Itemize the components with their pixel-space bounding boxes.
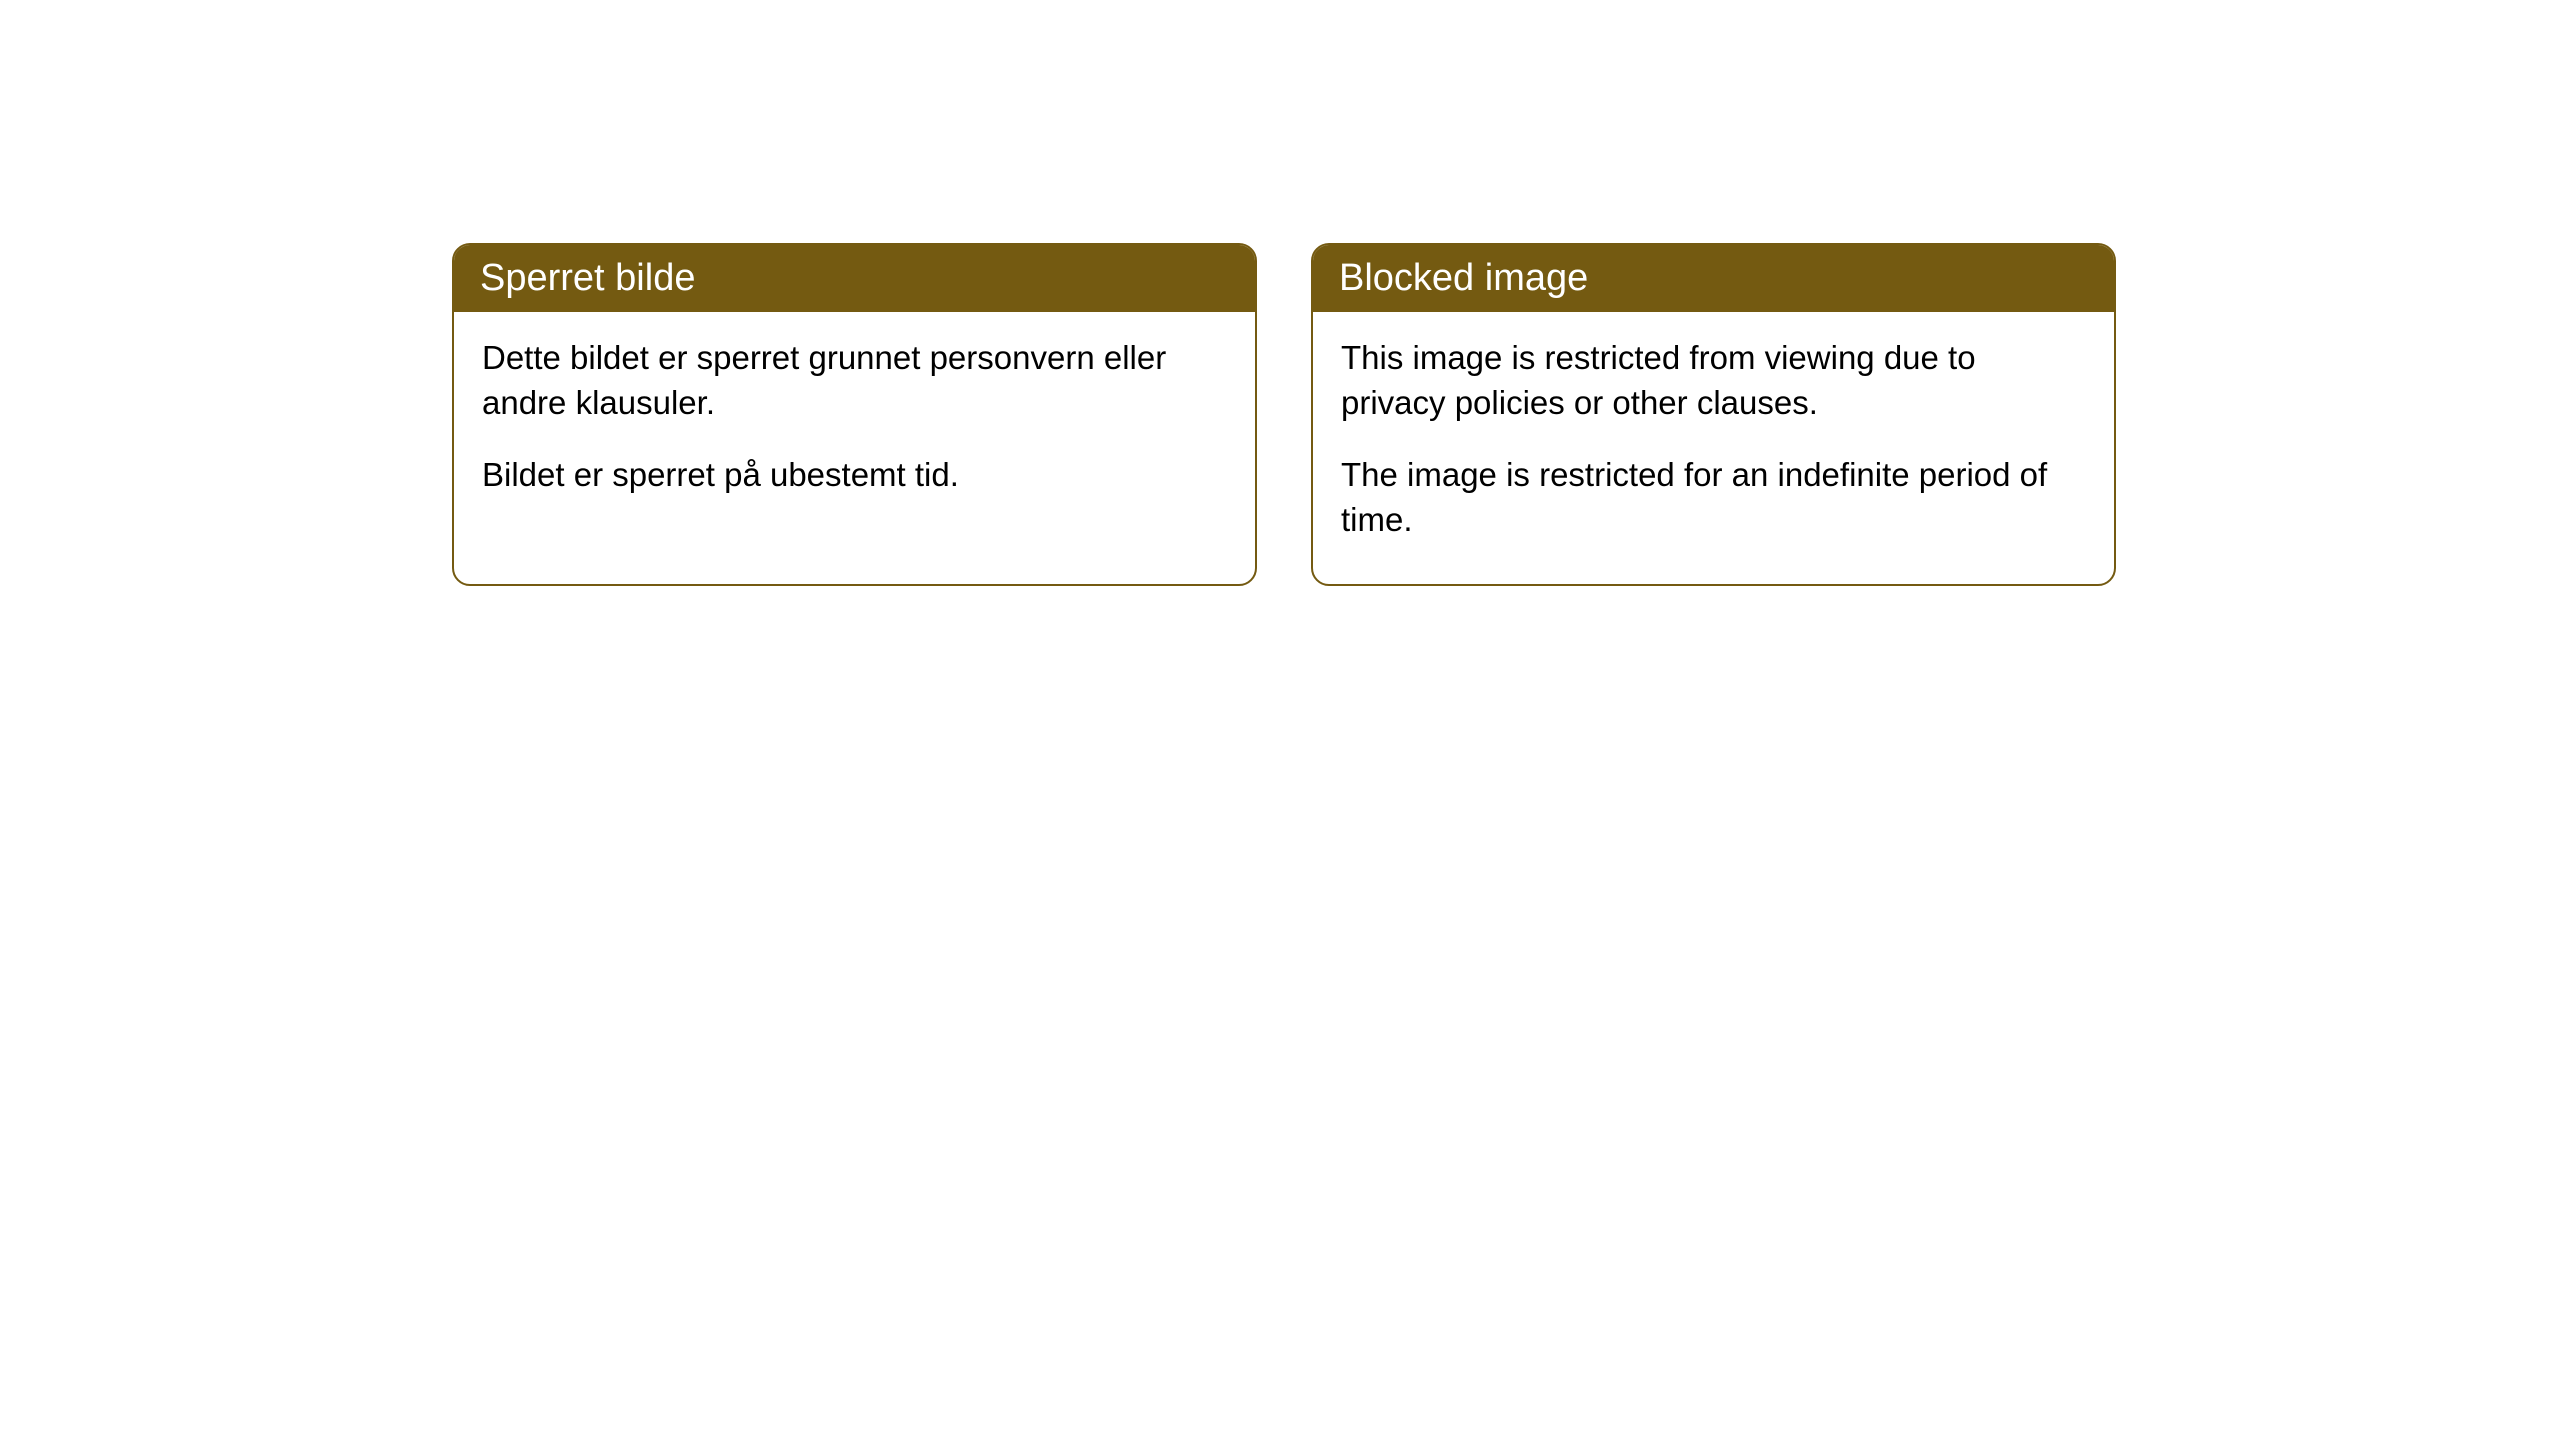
notice-text-norwegian-2: Bildet er sperret på ubestemt tid. xyxy=(482,453,1227,498)
notice-card-english: Blocked image This image is restricted f… xyxy=(1311,243,2116,586)
notice-text-english-2: The image is restricted for an indefinit… xyxy=(1341,453,2086,542)
notice-header-english: Blocked image xyxy=(1313,245,2114,312)
notice-container: Sperret bilde Dette bildet er sperret gr… xyxy=(452,243,2116,586)
notice-text-english-1: This image is restricted from viewing du… xyxy=(1341,336,2086,425)
notice-body-norwegian: Dette bildet er sperret grunnet personve… xyxy=(454,312,1255,540)
notice-card-norwegian: Sperret bilde Dette bildet er sperret gr… xyxy=(452,243,1257,586)
notice-header-norwegian: Sperret bilde xyxy=(454,245,1255,312)
notice-text-norwegian-1: Dette bildet er sperret grunnet personve… xyxy=(482,336,1227,425)
notice-body-english: This image is restricted from viewing du… xyxy=(1313,312,2114,584)
